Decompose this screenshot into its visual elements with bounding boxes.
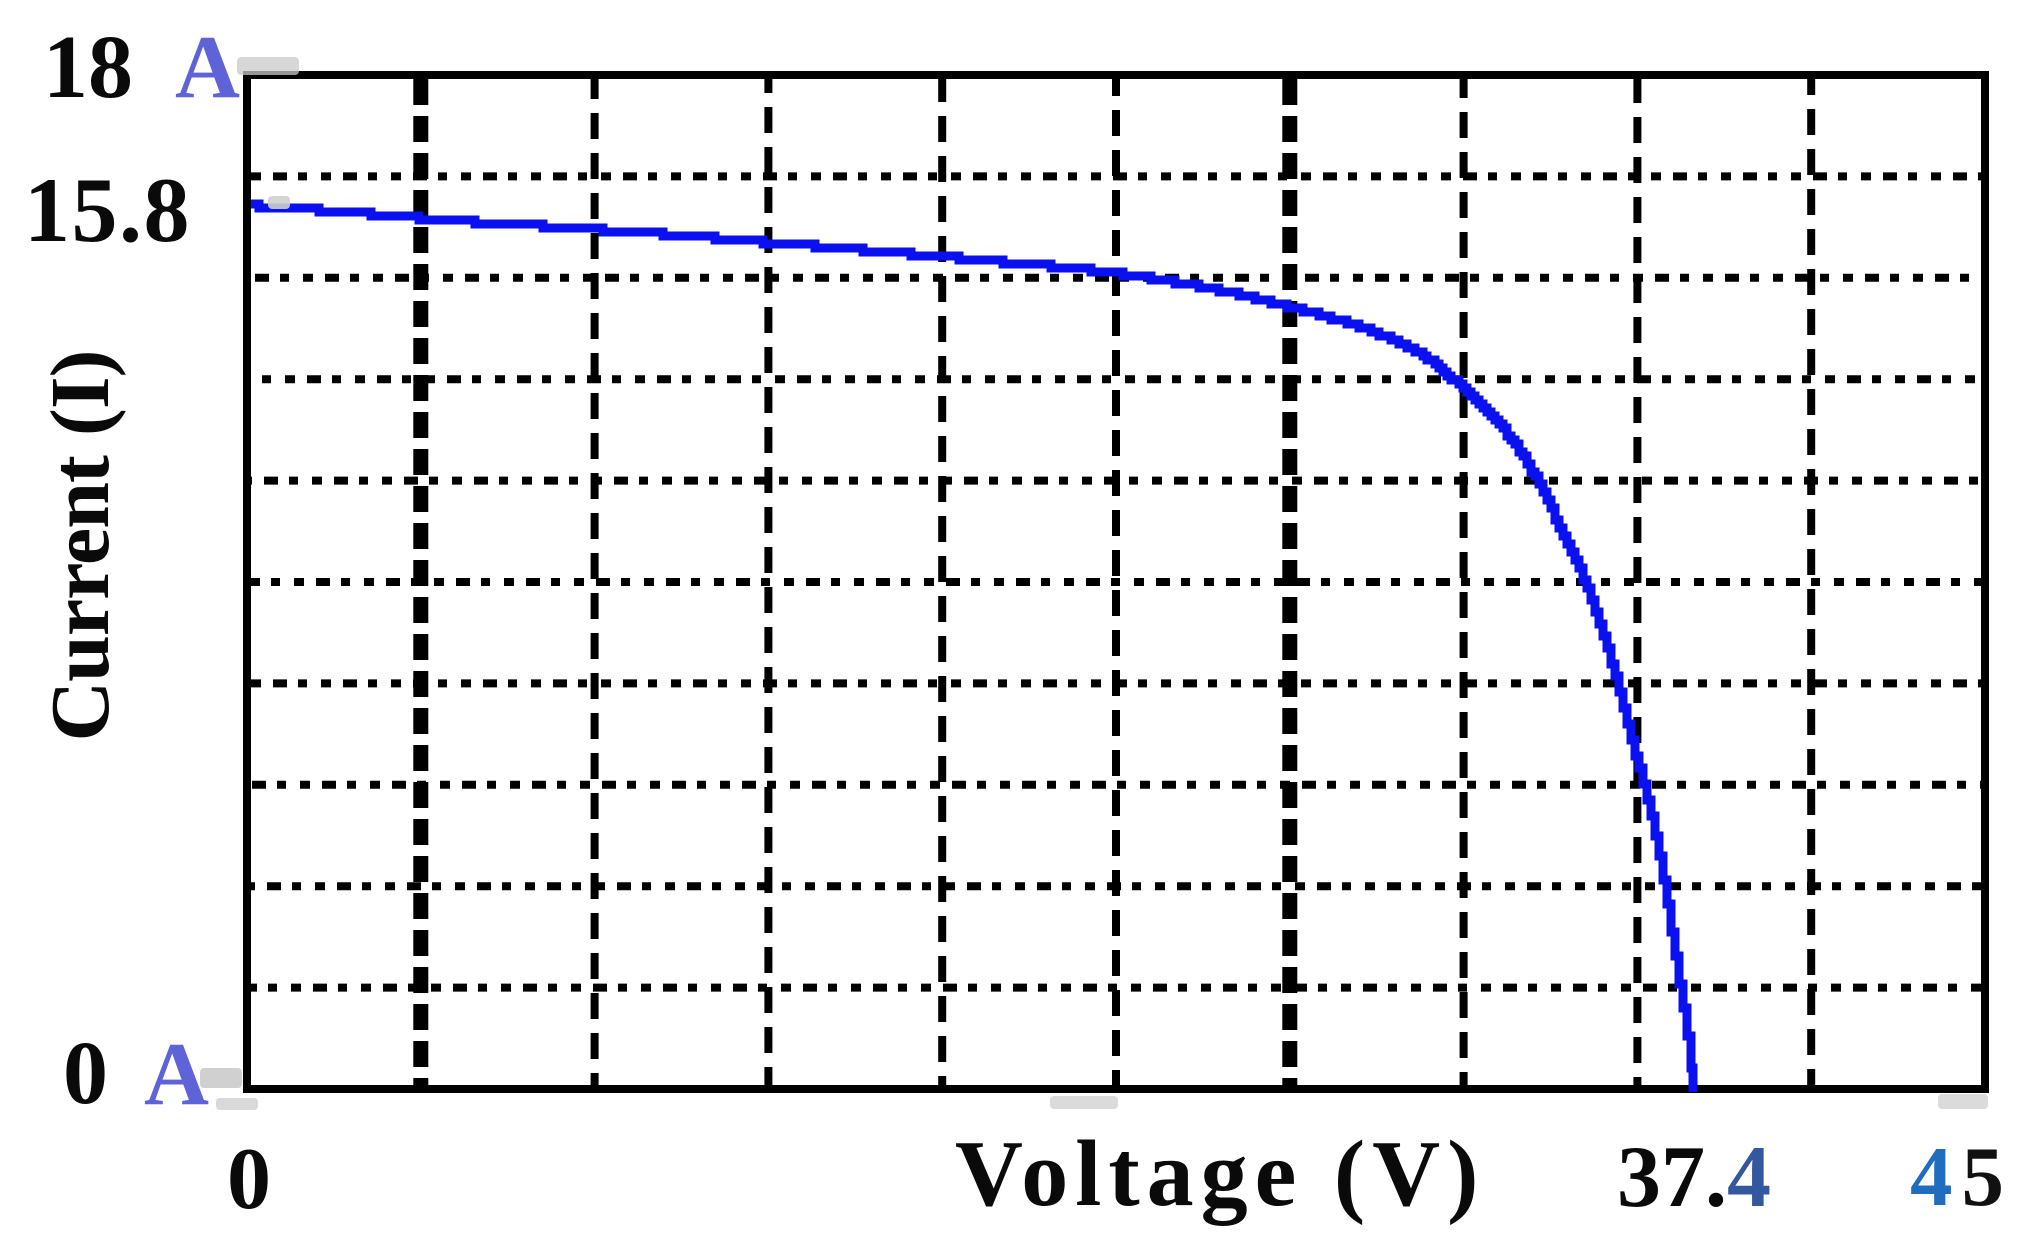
svg-text:Current (I): Current (I) [34,350,127,741]
svg-text:A: A [144,1025,209,1124]
svg-text:0: 0 [227,1131,271,1228]
svg-text:Voltage (V): Voltage (V) [955,1122,1485,1226]
svg-text:A: A [175,18,240,117]
svg-text:0: 0 [63,1024,108,1123]
svg-text:45: 45 [1910,1130,2013,1224]
svg-text:15.8: 15.8 [24,159,191,261]
svg-text:37.4: 37.4 [1617,1129,1771,1226]
svg-text:18: 18 [43,18,133,117]
